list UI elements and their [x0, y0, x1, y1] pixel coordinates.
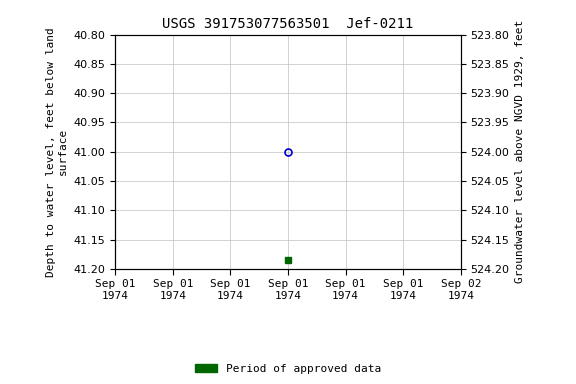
- Legend: Period of approved data: Period of approved data: [191, 359, 385, 379]
- Title: USGS 391753077563501  Jef-0211: USGS 391753077563501 Jef-0211: [162, 17, 414, 31]
- Y-axis label: Groundwater level above NGVD 1929, feet: Groundwater level above NGVD 1929, feet: [515, 20, 525, 283]
- Y-axis label: Depth to water level, feet below land
surface: Depth to water level, feet below land su…: [47, 27, 68, 276]
